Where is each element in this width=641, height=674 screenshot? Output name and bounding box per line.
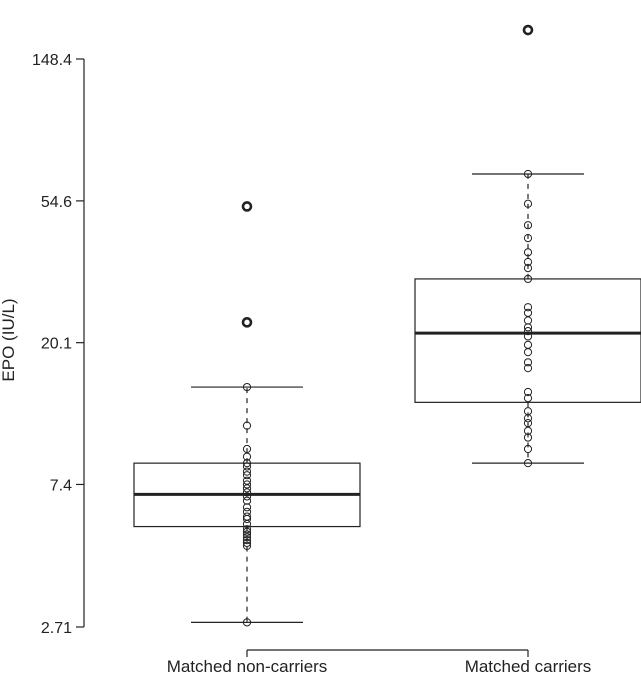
data-point xyxy=(523,263,533,273)
data-point xyxy=(242,507,252,516)
data-point xyxy=(242,421,252,430)
y-tick-label: 2.71 xyxy=(41,620,72,637)
data-point xyxy=(523,327,533,336)
data-point xyxy=(523,248,533,257)
data-point xyxy=(523,169,533,179)
x-category-label: Matched non-carriers xyxy=(167,657,328,674)
y-tick-label: 7.4 xyxy=(50,477,72,494)
data-point xyxy=(242,471,252,480)
outlier-point xyxy=(522,24,534,36)
y-axis-title: EPO (IU/L) xyxy=(0,298,18,381)
data-point xyxy=(242,538,252,548)
plot-area xyxy=(133,24,641,627)
data-point xyxy=(523,419,533,428)
data-point xyxy=(242,618,252,627)
x-category-label: Matched carriers xyxy=(465,657,592,674)
box-group xyxy=(414,24,641,468)
data-point xyxy=(523,459,533,468)
data-point xyxy=(523,332,533,341)
data-point xyxy=(523,199,533,208)
data-point xyxy=(242,527,252,536)
data-point xyxy=(242,444,252,454)
data-point xyxy=(523,444,533,454)
outlier-point xyxy=(241,317,253,328)
y-tick-label: 148.4 xyxy=(32,52,72,69)
data-point xyxy=(242,541,252,550)
data-point xyxy=(523,257,533,267)
data-point xyxy=(242,535,252,545)
y-tick-label: 54.6 xyxy=(41,194,72,211)
data-point xyxy=(523,234,533,243)
box-group xyxy=(133,201,361,627)
data-point xyxy=(242,462,252,471)
data-point xyxy=(242,525,252,534)
data-point xyxy=(242,512,252,521)
data-point xyxy=(523,364,533,373)
data-point xyxy=(523,340,533,349)
data-point xyxy=(242,480,252,489)
data-point xyxy=(242,533,252,542)
data-point xyxy=(523,358,533,367)
x-axis: Matched non-carriers Matched carriers xyxy=(167,649,592,674)
data-point xyxy=(523,274,533,284)
outlier-point xyxy=(241,201,253,212)
data-point xyxy=(242,496,252,505)
data-point xyxy=(523,407,533,416)
data-point xyxy=(523,394,533,403)
data-point xyxy=(523,221,533,230)
data-point xyxy=(242,382,252,392)
data-point xyxy=(523,303,533,312)
box-iqr xyxy=(414,278,641,403)
data-point xyxy=(242,476,252,485)
y-tick-label: 20.1 xyxy=(41,336,72,353)
data-point xyxy=(523,387,533,397)
data-point xyxy=(242,530,252,539)
data-point xyxy=(242,488,252,497)
data-point xyxy=(242,467,252,476)
data-point xyxy=(242,503,252,512)
y-axis: 2.71 7.4 20.1 54.6 148.4 xyxy=(32,52,85,637)
data-point xyxy=(242,492,252,501)
data-point xyxy=(242,459,252,468)
data-point xyxy=(523,308,533,317)
